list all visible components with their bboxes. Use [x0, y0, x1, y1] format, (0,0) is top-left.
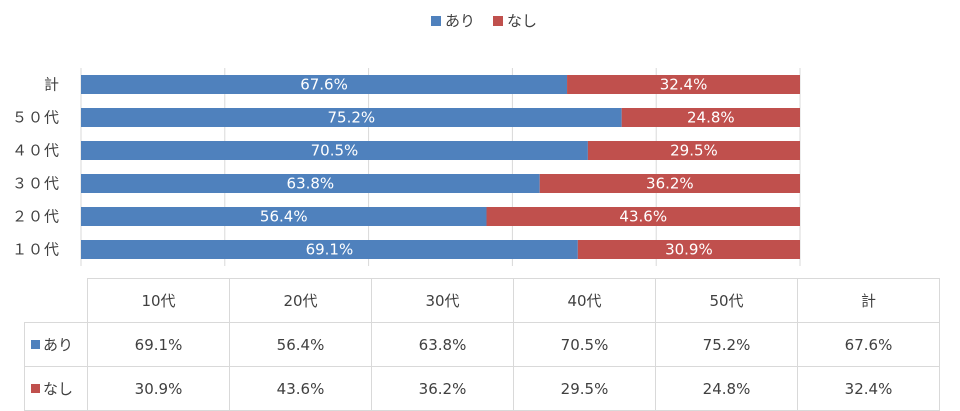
bar-segment-nashi: [486, 207, 800, 226]
legend-item-ari: あり: [431, 10, 475, 31]
table-column-header: 50代: [655, 278, 798, 323]
table-row-header: なし: [24, 366, 88, 411]
table-cell: 32.4%: [797, 366, 940, 411]
category-label: ５０代: [12, 109, 60, 127]
table-cell: 24.8%: [655, 366, 798, 411]
bar-segment-ari: [81, 240, 578, 259]
data-label: 63.8%: [287, 175, 335, 193]
legend-label-ari: あり: [445, 12, 476, 30]
category-label: ３０代: [12, 175, 60, 193]
table-cell: 36.2%: [371, 366, 514, 411]
category-label: ２０代: [12, 208, 60, 226]
bar-segment-ari: [81, 75, 568, 94]
bar-segment-nashi: [567, 75, 800, 94]
data-label: 36.2%: [646, 175, 694, 193]
row-swatch-nashi: [31, 384, 40, 393]
table-cell: 30.9%: [87, 366, 230, 411]
data-label: 56.4%: [260, 208, 308, 226]
table-cell: 75.2%: [655, 322, 798, 367]
bar-segment-nashi: [539, 174, 800, 193]
data-label: 69.1%: [306, 241, 354, 259]
legend-swatch-ari: [431, 15, 441, 26]
legend-label-nashi: なし: [507, 12, 538, 30]
table-cell: 29.5%: [513, 366, 656, 411]
table-row-header: あり: [24, 322, 88, 367]
table-header-row: 10代 20代 30代 40代 50代 計: [24, 278, 940, 323]
bar-segment-nashi: [621, 108, 800, 127]
table-row-nashi: なし 30.9% 43.6% 36.2% 29.5% 24.8% 32.4%: [24, 366, 940, 411]
table-cell: 70.5%: [513, 322, 656, 367]
bar-segment-ari: [81, 108, 622, 127]
data-label: 70.5%: [311, 142, 359, 160]
data-label: 30.9%: [665, 241, 713, 259]
data-label: 75.2%: [328, 109, 376, 127]
table-row-label: なし: [43, 380, 74, 398]
stacked-bar-chart: 計 67.6% 32.4% ５０代 75.2% 24.8% ４０代 70.5% 29.5% ３０代…: [12, 68, 801, 266]
table-corner-cell: [24, 278, 88, 323]
bar-segment-nashi: [577, 240, 800, 259]
data-label: 29.5%: [670, 142, 718, 160]
table-cell: 63.8%: [371, 322, 514, 367]
table-row-ari: あり 69.1% 56.4% 63.8% 70.5% 75.2% 67.6%: [24, 322, 940, 367]
table-cell: 67.6%: [797, 322, 940, 367]
table-column-header: 10代: [87, 278, 230, 323]
bar-segment-ari: [81, 207, 487, 226]
category-label: 計: [44, 76, 60, 94]
data-label: 43.6%: [619, 208, 667, 226]
table-cell: 43.6%: [229, 366, 372, 411]
data-table: 10代 20代 30代 40代 50代 計 あり 69.1% 56.4% 63.…: [24, 278, 940, 411]
category-label: １０代: [12, 241, 60, 259]
data-label: 67.6%: [300, 76, 348, 94]
table-cell: 56.4%: [229, 322, 372, 367]
legend-swatch-nashi: [493, 15, 503, 26]
table-column-header: 30代: [371, 278, 514, 323]
data-label: 24.8%: [687, 109, 735, 127]
table-column-header: 40代: [513, 278, 656, 323]
row-swatch-ari: [31, 340, 40, 349]
table-cell: 69.1%: [87, 322, 230, 367]
bar-segment-ari: [81, 141, 588, 160]
table-row-label: あり: [43, 336, 74, 354]
table-column-header: 計: [797, 278, 940, 323]
data-label: 32.4%: [660, 76, 708, 94]
category-label: ４０代: [12, 142, 60, 160]
bar-segment-nashi: [587, 141, 800, 160]
table-column-header: 20代: [229, 278, 372, 323]
bar-segment-ari: [81, 174, 540, 193]
legend-item-nashi: なし: [493, 10, 537, 31]
